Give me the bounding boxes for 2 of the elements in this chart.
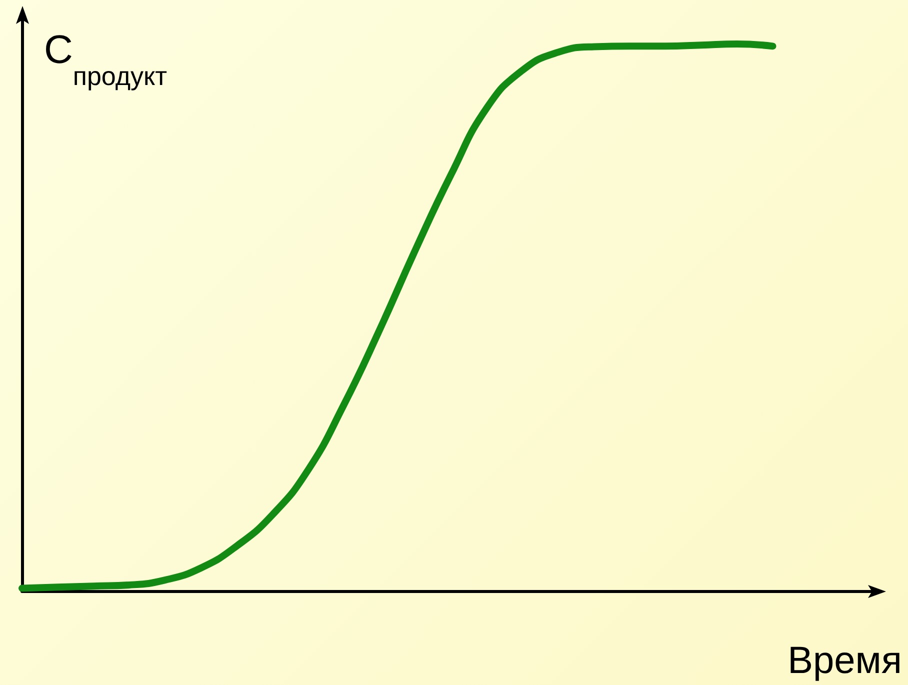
x-axis-title: Время xyxy=(788,640,902,683)
y-axis-title: C$_{продукт}$ xyxy=(44,28,168,92)
